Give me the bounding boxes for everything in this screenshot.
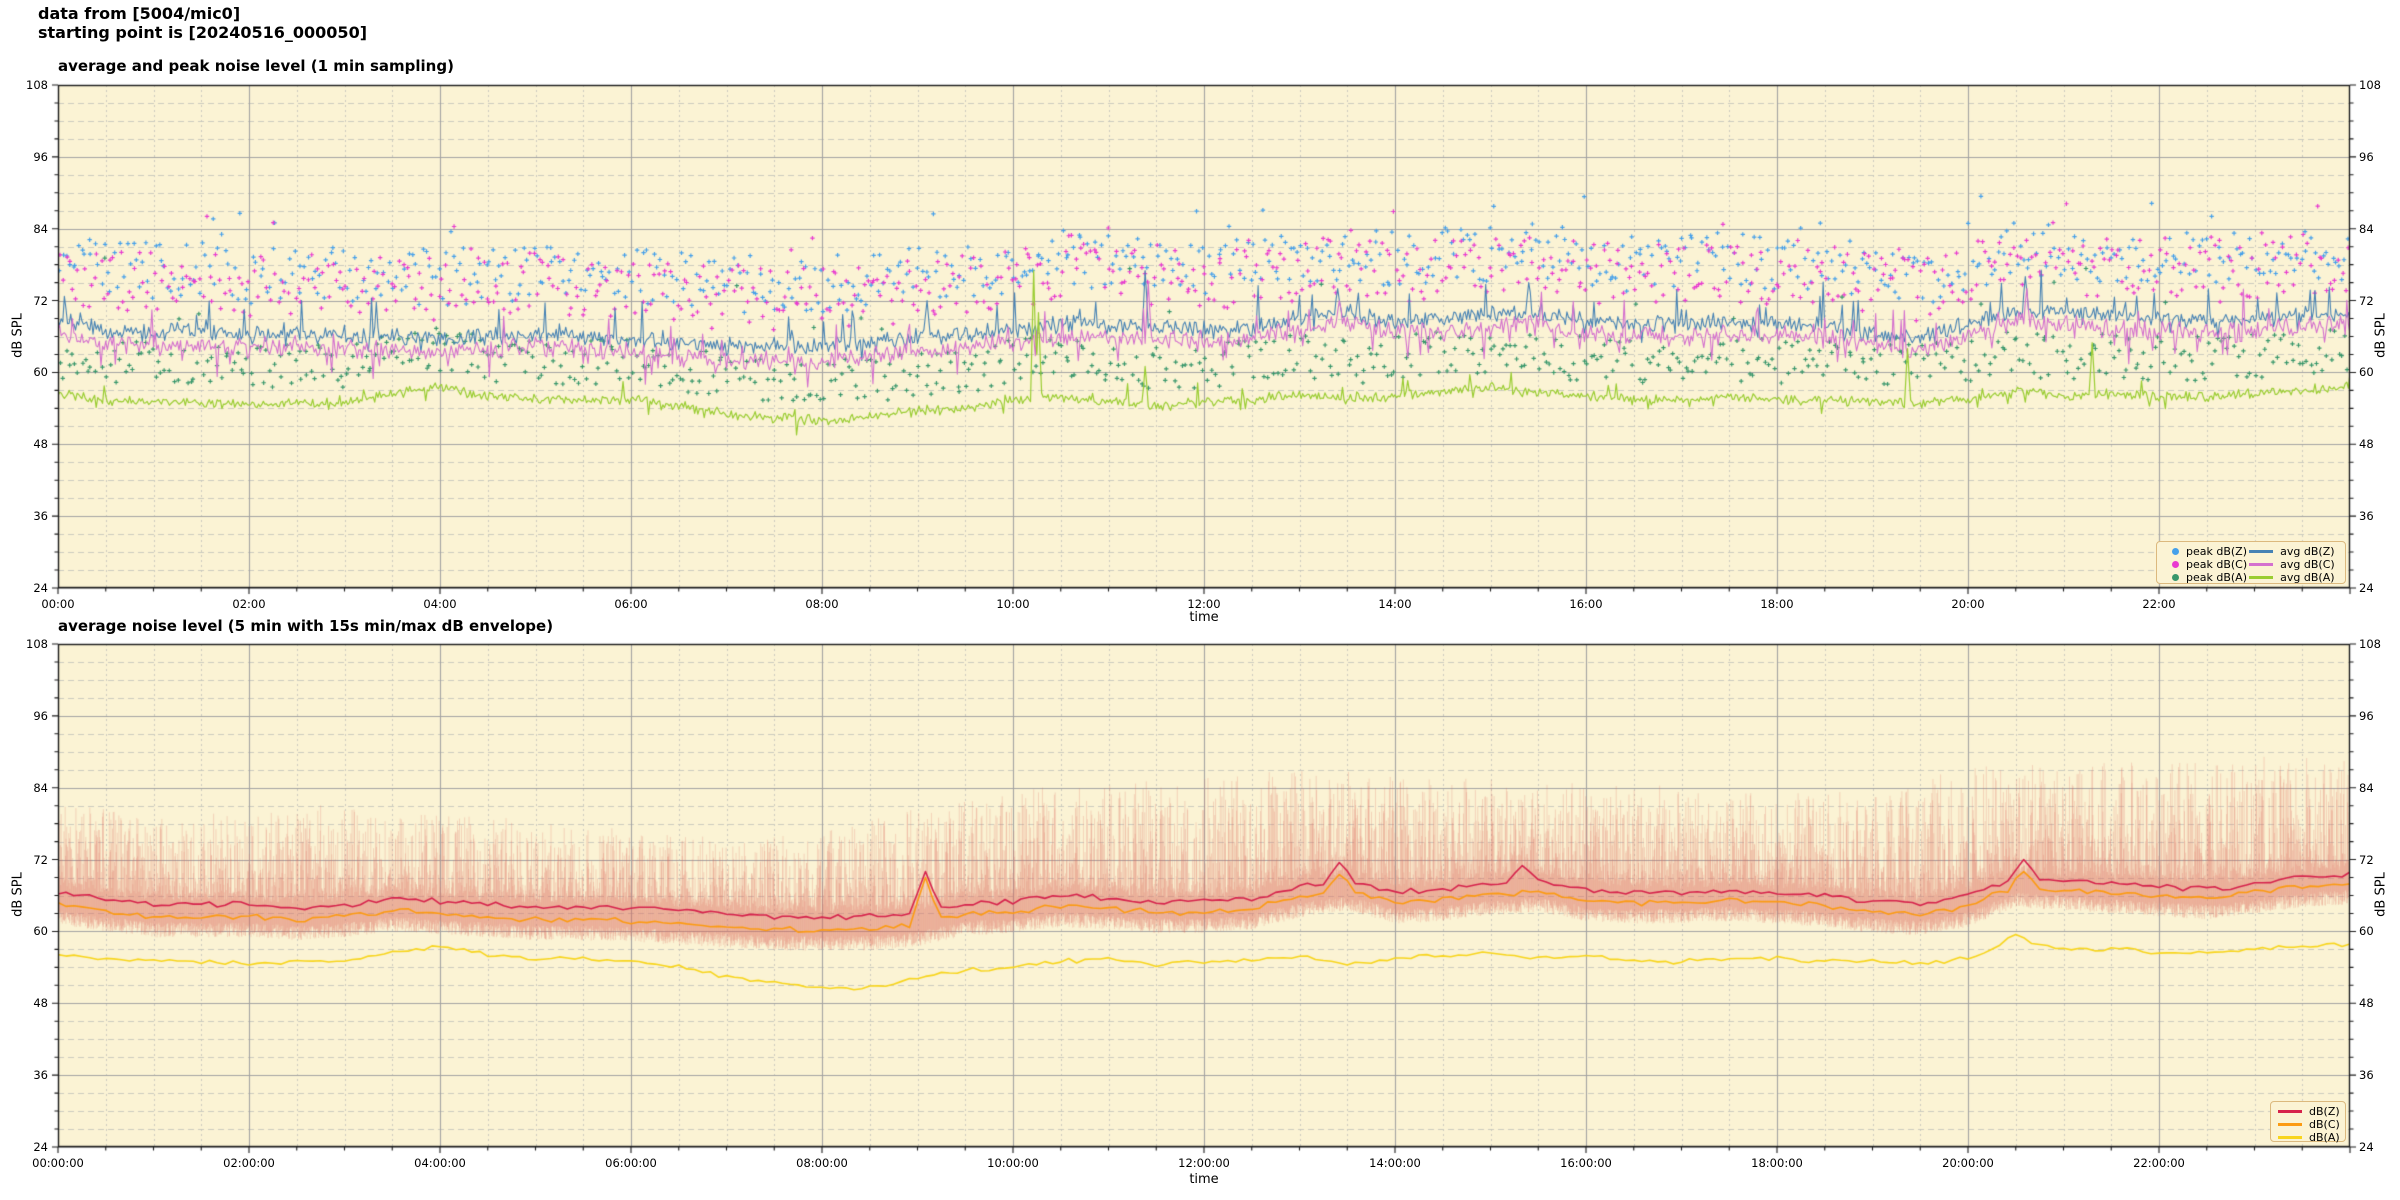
x-tick-label: 16:00 [1569,597,1603,611]
legend-row: peak dB(C) avg dB(C) [2164,558,2338,571]
x-tick-label: 00:00 [41,597,75,611]
y-tick-label: 108 [26,78,48,92]
legend-dot-marker [2172,574,2179,581]
y-tick-label: 36 [2359,509,2374,524]
y-tick-label: 108 [2359,78,2381,92]
y-tick-label: 60 [2359,924,2374,939]
x-tick-label: 02:00 [232,597,266,611]
y-tick-label: 36 [33,1068,48,1083]
x-tick-label: 18:00 [1760,597,1794,611]
x-tick-label: 14:00 [1378,597,1412,611]
x-tick-label: 18:00:00 [1751,1156,1803,1170]
x-tick-label: 12:00 [1187,597,1221,611]
x-tick-label: 06:00:00 [605,1156,657,1170]
x-tick-label: 22:00:00 [2133,1156,2185,1170]
y-tick-label: 60 [33,365,48,380]
chart1-title: average and peak noise level (1 min samp… [58,57,454,75]
chart2-xlabel: time [1189,1172,1219,1187]
x-tick-label: 10:00:00 [987,1156,1039,1170]
header-starting-point: starting point is [20240516_000050] [38,23,368,42]
y-tick-label: 84 [2359,221,2374,236]
legend-dot-marker [2172,561,2179,568]
legend-entry: peak dB(Z) [2164,545,2249,558]
chart2-title: average noise level (5 min with 15s min/… [58,617,554,635]
legend-row: peak dB(A) avg dB(A) [2164,571,2338,584]
x-tick-label: 08:00:00 [796,1156,848,1170]
legend-entry: peak dB(A) [2164,571,2249,584]
y-tick-label: 96 [2359,708,2374,723]
y-tick-label: 96 [2359,149,2374,164]
x-tick-label: 10:00 [996,597,1030,611]
legend-dot-marker [2172,548,2179,555]
y-tick-label: 72 [33,293,48,308]
legend-label: dB(Z) [2309,1105,2340,1118]
x-tick-label: 00:00:00 [32,1156,84,1170]
legend-line-marker [2278,1109,2302,1114]
legend-row: dB(Z) [2278,1105,2340,1118]
legend-label: dB(A) [2309,1131,2340,1144]
legend-entry: dB(C) [2278,1118,2340,1131]
legend-label: dB(C) [2309,1118,2340,1131]
y-tick-label: 96 [33,149,48,164]
y-tick-label: 60 [33,924,48,939]
legend-label: peak dB(C) [2186,558,2248,571]
legend-entry: avg dB(Z) [2249,545,2338,558]
x-tick-label: 12:00:00 [1178,1156,1230,1170]
y-tick-label: 48 [33,996,48,1011]
y-tick-label: 108 [2359,637,2381,651]
legend-label: peak dB(Z) [2186,545,2248,558]
y-tick-label: 24 [2359,581,2374,595]
chart1-legend: peak dB(Z) avg dB(Z) peak dB(C) avg dB(C) pe… [2156,541,2346,584]
x-tick-label: 02:00:00 [223,1156,275,1170]
legend-row: dB(A) [2278,1131,2340,1144]
legend-entry: dB(A) [2278,1131,2340,1144]
y-tick-label: 24 [2359,1140,2374,1154]
x-tick-label: 04:00:00 [414,1156,466,1170]
y-tick-label: 96 [33,708,48,723]
y-tick-label: 60 [2359,365,2374,380]
legend-entry: avg dB(A) [2249,571,2338,584]
x-tick-label: 16:00:00 [1560,1156,1612,1170]
y-tick-label: 108 [26,637,48,651]
legend-line-marker [2278,1135,2302,1140]
legend-entry: dB(Z) [2278,1105,2340,1118]
x-tick-label: 20:00 [1951,597,1985,611]
y-tick-label: 24 [33,581,48,595]
y-tick-label: 84 [33,221,48,236]
legend-label: avg dB(C) [2280,558,2335,571]
y-tick-label: 72 [2359,852,2374,867]
x-tick-label: 22:00 [2142,597,2176,611]
x-tick-label: 20:00:00 [1942,1156,1994,1170]
legend-label: avg dB(A) [2280,571,2335,584]
y-tick-label: 36 [2359,1068,2374,1083]
x-tick-label: 08:00 [805,597,839,611]
legend-line-marker [2278,1122,2302,1127]
legend-line-marker [2249,575,2274,580]
legend-line-marker [2249,549,2274,554]
legend-row: peak dB(Z) avg dB(Z) [2164,545,2338,558]
chart1-xlabel: time [1189,610,1219,625]
legend-label: peak dB(A) [2186,571,2247,584]
legend-label: avg dB(Z) [2280,545,2335,558]
y-tick-label: 72 [33,852,48,867]
chart2-legend: dB(Z) dB(C) dB(A) [2270,1101,2346,1144]
y-tick-label: 84 [33,780,48,795]
legend-line-marker [2249,562,2274,567]
x-tick-label: 04:00 [423,597,457,611]
header-data-source: data from [5004/mic0] [38,4,241,23]
legend-entry: avg dB(C) [2249,558,2338,571]
y-tick-label: 48 [33,437,48,452]
x-tick-label: 06:00 [614,597,648,611]
legend-entry: peak dB(C) [2164,558,2249,571]
y-tick-label: 48 [2359,437,2374,452]
y-tick-label: 36 [33,509,48,524]
y-tick-label: 24 [33,1140,48,1154]
x-tick-label: 14:00:00 [1369,1156,1421,1170]
y-tick-label: 72 [2359,293,2374,308]
y-tick-label: 48 [2359,996,2374,1011]
y-tick-label: 84 [2359,780,2374,795]
legend-row: dB(C) [2278,1118,2340,1131]
